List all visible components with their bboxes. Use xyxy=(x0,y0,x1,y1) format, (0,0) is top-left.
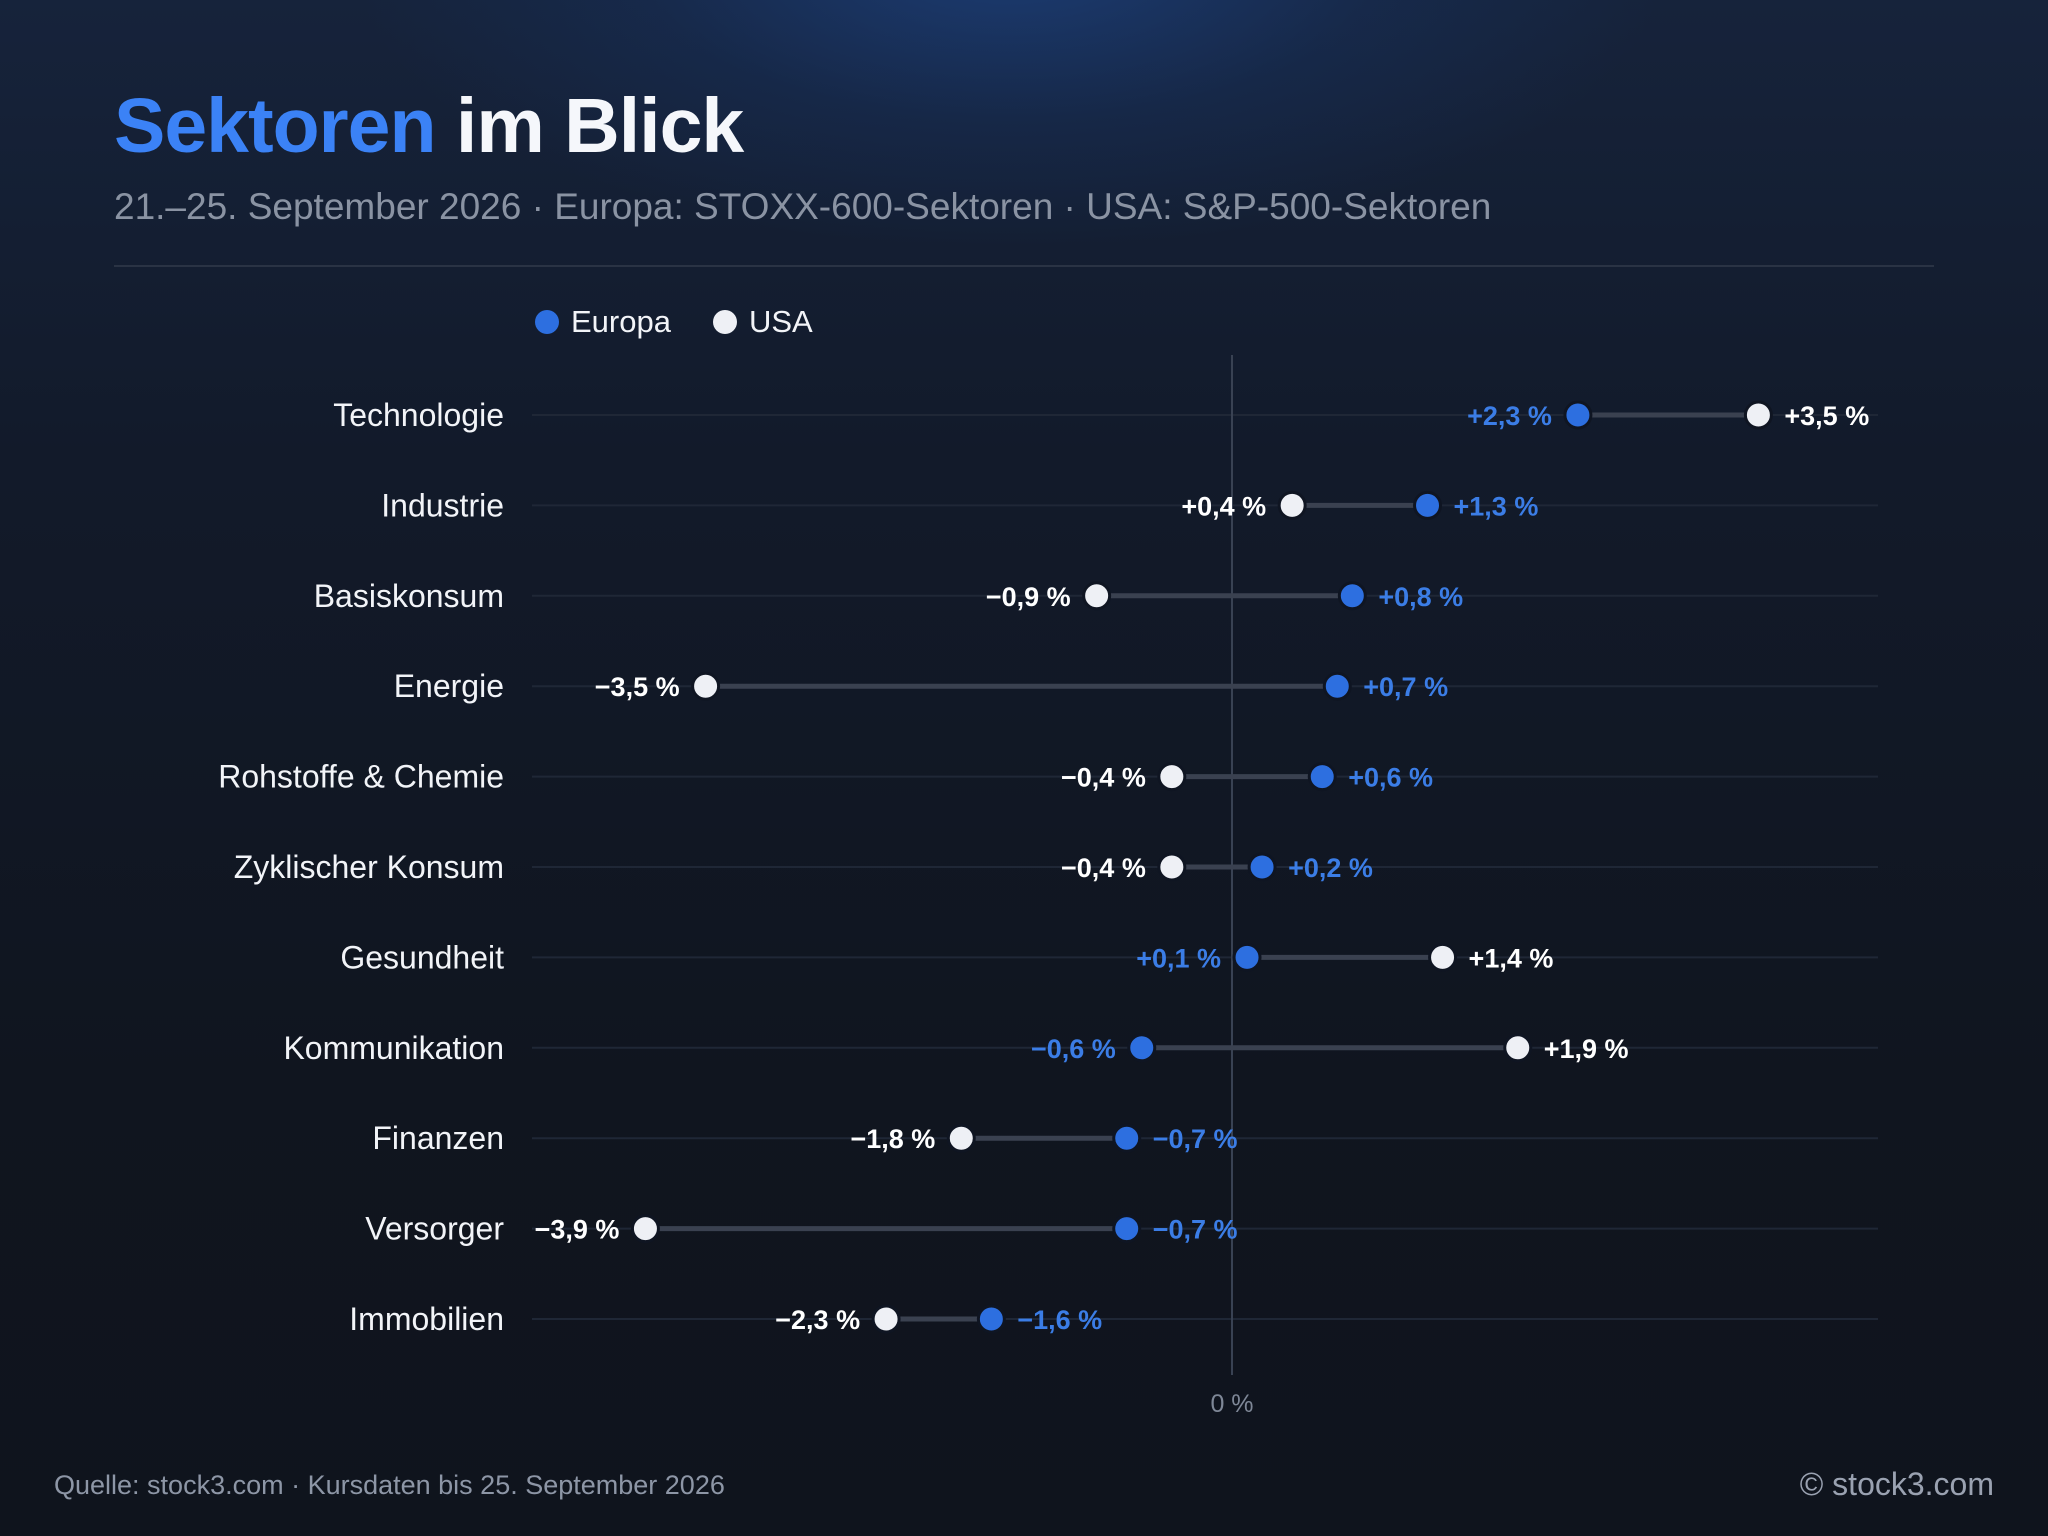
sector-label: Versorger xyxy=(365,1211,504,1247)
europa-value-label: +1,3 % xyxy=(1454,491,1539,521)
usa-value-label: +1,9 % xyxy=(1544,1034,1629,1064)
usa-value-label: −0,4 % xyxy=(1061,853,1146,883)
europa-value-label: −0,7 % xyxy=(1153,1215,1238,1245)
europa-point xyxy=(976,1304,1006,1334)
usa-value-label: −0,9 % xyxy=(986,582,1071,612)
usa-value-label: −2,3 % xyxy=(775,1305,860,1335)
usa-point xyxy=(691,671,721,701)
europa-value-label: −0,7 % xyxy=(1153,1124,1238,1154)
sector-label: Basiskonsum xyxy=(314,578,504,614)
europa-value-label: +2,3 % xyxy=(1467,401,1552,431)
background-glow xyxy=(0,0,2048,700)
sector-label: Industrie xyxy=(381,487,504,523)
europa-point xyxy=(1232,942,1262,972)
header-divider xyxy=(114,265,1934,267)
europa-value-label: +0,1 % xyxy=(1136,943,1221,973)
page-subtitle: 21.–25. September 2026 · Europa: STOXX-6… xyxy=(114,186,1492,227)
title-rest: im Blick xyxy=(455,83,744,169)
europa-value-label: +0,7 % xyxy=(1363,672,1448,702)
usa-value-label: −0,4 % xyxy=(1061,763,1146,793)
legend-item-usa: USA xyxy=(712,304,813,340)
page-title: Sektoren im Blick xyxy=(114,78,744,174)
europa-value-label: +0,8 % xyxy=(1378,582,1463,612)
usa-point xyxy=(1157,852,1187,882)
sector-label: Finanzen xyxy=(372,1120,504,1156)
usa-point xyxy=(946,1123,976,1153)
europa-point xyxy=(1337,581,1367,611)
europa-point xyxy=(1307,762,1337,792)
usa-point xyxy=(1503,1033,1533,1063)
usa-point xyxy=(1157,762,1187,792)
title-accent: Sektoren xyxy=(114,83,437,169)
sector-label: Gesundheit xyxy=(340,939,504,975)
legend-europa-dot-icon xyxy=(535,310,559,334)
usa-point xyxy=(1428,942,1458,972)
europa-point xyxy=(1112,1123,1142,1153)
legend-usa-dot-icon xyxy=(712,310,737,334)
sector-label: Kommunikation xyxy=(283,1030,504,1066)
legend-item-europa: Europa xyxy=(535,304,671,340)
europa-value-label: −1,6 % xyxy=(1017,1305,1102,1335)
usa-value-label: +3,5 % xyxy=(1784,401,1869,431)
usa-point xyxy=(871,1304,901,1334)
europa-point xyxy=(1322,671,1352,701)
usa-point xyxy=(1277,490,1307,520)
usa-point xyxy=(630,1214,660,1244)
usa-value-label: −3,9 % xyxy=(535,1215,620,1245)
usa-point xyxy=(1743,400,1773,430)
usa-value-label: −1,8 % xyxy=(850,1124,935,1154)
zero-axis-label: 0 % xyxy=(1210,1390,1253,1418)
copyright-note: © stock3.com xyxy=(1799,1466,1994,1502)
usa-value-label: −3,5 % xyxy=(595,672,680,702)
chart-legend: Europa USA xyxy=(535,304,855,340)
europa-value-label: +0,6 % xyxy=(1348,763,1433,793)
usa-value-label: +0,4 % xyxy=(1181,491,1266,521)
europa-point xyxy=(1127,1033,1157,1063)
legend-usa-label: USA xyxy=(748,304,813,339)
europa-value-label: +0,2 % xyxy=(1288,853,1373,883)
source-note: Quelle: stock3.com · Kursdaten bis 25. S… xyxy=(54,1470,725,1500)
europa-point xyxy=(1413,490,1443,520)
sector-label: Energie xyxy=(394,668,504,704)
sector-label: Immobilien xyxy=(349,1301,504,1337)
europa-value-label: −0,6 % xyxy=(1031,1034,1116,1064)
europa-point xyxy=(1563,400,1593,430)
europa-point xyxy=(1112,1214,1142,1244)
usa-value-label: +1,4 % xyxy=(1469,943,1554,973)
sector-label: Technologie xyxy=(333,397,504,433)
usa-point xyxy=(1082,581,1112,611)
europa-point xyxy=(1247,852,1277,882)
legend-europa-label: Europa xyxy=(571,304,671,339)
sector-label: Zyklischer Konsum xyxy=(234,849,504,885)
sector-label: Rohstoffe & Chemie xyxy=(218,759,504,795)
dumbbell-chart: 0 % Technologie +2,3 % +3,5 % Industrie +1,3 … xyxy=(218,355,1878,1418)
